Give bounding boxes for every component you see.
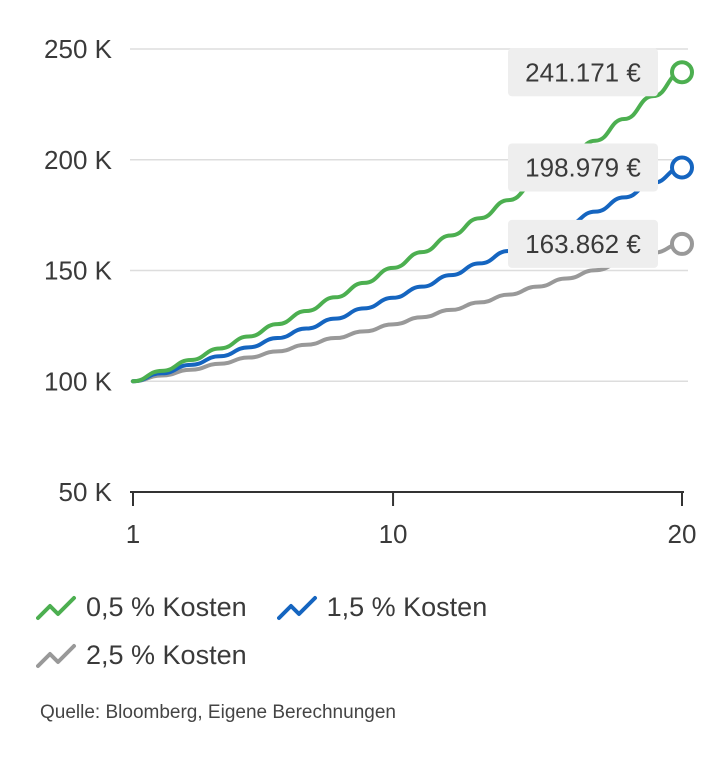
end-value-label: 198.979 € (525, 153, 641, 183)
series-line-05 (131, 70, 684, 384)
end-label-box (508, 219, 658, 268)
end-label-box (508, 143, 658, 192)
legend-item-1-5-kosten[interactable]: 1,5 % Kosten (276, 588, 488, 626)
x-tick-label: 1 (126, 519, 140, 549)
legend-label: 0,5 % Kosten (86, 591, 247, 622)
gray-trend-icon (36, 644, 76, 668)
legend: 0,5 % Kosten 1,5 % Kosten 2,5 % Kosten (36, 588, 696, 674)
y-tick-label: 50 K (59, 477, 113, 507)
legend-label: 1,5 % Kosten (326, 591, 488, 622)
y-tick-label: 250 K (44, 34, 113, 64)
y-tick-label: 200 K (44, 145, 113, 175)
series-line-15 (131, 165, 684, 384)
y-tick-label: 100 K (44, 366, 113, 396)
legend-item-0-5-kosten[interactable]: 0,5 % Kosten (36, 588, 247, 626)
blue-trend-icon (276, 596, 317, 620)
line-chart: 50 K 100 K 150 K 200 K 250 K 1 10 20 241.171 € 19… (44, 34, 697, 549)
end-point-marker (670, 155, 694, 180)
green-trend-icon (36, 596, 76, 620)
y-tick-label: 150 K (44, 256, 113, 286)
end-point-marker (670, 60, 694, 85)
x-tick-label: 10 (379, 519, 408, 549)
end-value-label: 241.171 € (525, 57, 641, 87)
source-note: Quelle: Bloomberg, Eigene Berechnungen (40, 702, 396, 723)
end-point-marker (670, 231, 694, 256)
x-tick-label: 20 (668, 519, 697, 549)
end-value-label: 163.862 € (525, 229, 641, 259)
legend-label: 2,5 % Kosten (86, 639, 247, 670)
series-line-25 (131, 241, 684, 384)
legend-item-2-5-kosten[interactable]: 2,5 % Kosten (36, 636, 247, 674)
end-label-box (508, 48, 658, 97)
